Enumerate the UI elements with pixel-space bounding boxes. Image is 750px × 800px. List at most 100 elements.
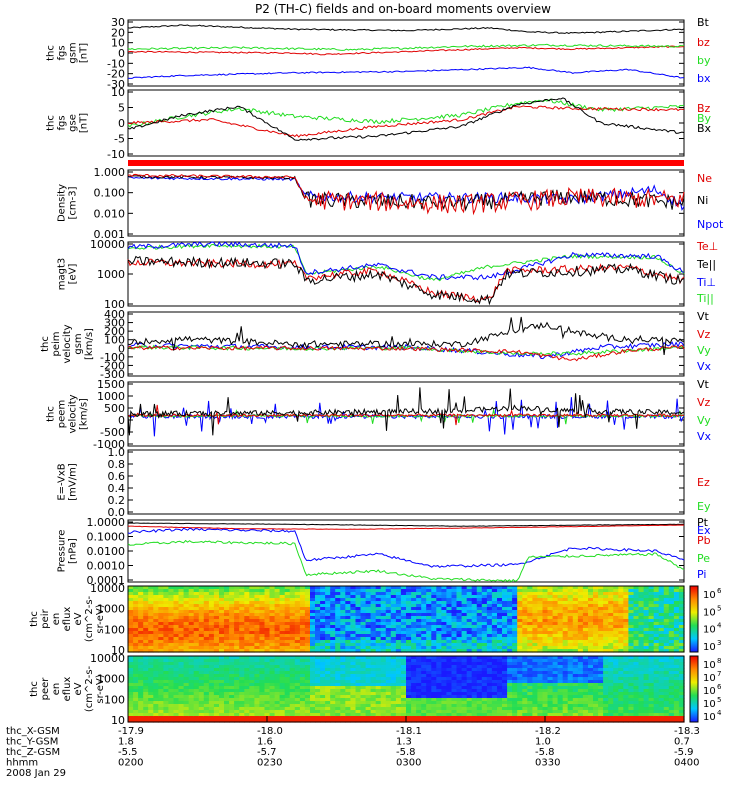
spectrogram-cell [390,707,397,711]
spectrogram-cell [128,613,134,617]
spectrogram-cell [588,677,594,681]
spectrogram-cell [532,616,539,620]
spectrogram-cell [365,595,372,599]
spectrogram-cell [557,604,564,608]
spectrogram-cell [274,665,281,669]
spectrogram-cell [143,692,149,696]
spectrogram-cell [390,601,397,605]
spectrogram-cell [380,625,387,629]
spectrogram-cell [325,698,331,702]
spectrogram-cell [431,586,437,590]
spectrogram-cell [517,665,523,669]
spectrogram-cell [335,616,341,620]
spectrogram-cell [365,680,372,684]
spectrogram-cell [456,665,463,669]
spectrogram-cell [582,686,589,690]
spectrogram-cell [588,604,594,608]
spectrogram-cell [481,604,488,608]
panel-frame [127,169,685,237]
spectrogram-cell [588,698,594,702]
spectrogram-cell [527,604,533,608]
spectrogram-cell [128,601,134,605]
spectrogram-cell [390,656,397,660]
spectrogram-cell [446,610,453,614]
spectrogram-cell [608,662,614,666]
spectrogram-cell [390,680,397,684]
spectrogram-cell [244,671,250,675]
spectrogram-cell [203,662,210,666]
spectrogram-cell [335,643,341,647]
spectrogram-cell [441,704,448,708]
spectrogram-cell [259,619,266,623]
spectrogram-cell [249,695,255,699]
spectrogram-cell [208,628,215,632]
spectrogram-cell [365,704,372,708]
spectrogram-cell [562,637,569,641]
spectrogram-cell [173,683,180,687]
spectrogram-cell [593,683,599,687]
spectrogram-cell [330,637,336,641]
spectrogram-cell [613,719,619,723]
spectrogram-cell [163,616,170,620]
spectrogram-cell [461,662,468,666]
spectrogram-cell [582,616,589,620]
spectrogram-cell [451,622,458,626]
spectrogram-cell [643,619,650,623]
spectrogram-cell [203,601,210,605]
spectrogram-cell [365,710,372,714]
spectrogram-cell [395,592,402,596]
spectrogram-cell [289,592,296,596]
spectrogram-cell [153,610,159,614]
spectrogram-cell [294,586,301,590]
spectrogram-cell [532,665,539,669]
spectrogram-cell [502,610,508,614]
spectrogram-cell [203,631,210,635]
spectrogram-cell [330,659,336,663]
spectrogram-cell [572,680,579,684]
spectrogram-cell [224,610,230,614]
spectrogram-cell [193,719,200,723]
spectrogram-cell [653,595,660,599]
spectrogram-cell [330,707,336,711]
spectrogram-cell [572,713,579,717]
spectrogram-cell [345,610,351,614]
spectrogram-cell [315,622,321,626]
spectrogram-cell [299,619,306,623]
spectrogram-cell [279,695,286,699]
spectrogram-cell [476,619,483,623]
spectrogram-cell [547,622,554,626]
spectrogram-cell [572,665,579,669]
spectrogram-cell [517,692,523,696]
spectrogram-cell [390,695,397,699]
spectrogram-cell [431,701,437,705]
spectrogram-cell [219,692,225,696]
spectrogram-cell [148,601,154,605]
spectrogram-cell [426,646,432,650]
spectrogram-cell [350,637,357,641]
spectrogram-cell [284,646,291,650]
spectrogram-cell [643,628,650,632]
spectrogram-cell [133,598,139,602]
spectrogram-cell [400,671,407,675]
spectrogram-cell [588,637,594,641]
spectrogram-cell [294,610,301,614]
spectrogram-cell [193,598,200,602]
spectrogram-cell [512,671,518,675]
spectrogram-cell [345,692,351,696]
spectrogram-cell [173,713,180,717]
spectrogram-cell [678,637,685,641]
spectrogram-cell [143,604,149,608]
spectrogram-cell [577,671,584,675]
spectrogram-cell [507,637,513,641]
spectrogram-cell [411,674,417,678]
spectrogram-cell [203,622,210,626]
spectrogram-cell [456,622,463,626]
spectrogram-cell [623,631,629,635]
spectrogram-cell [522,695,528,699]
spectrogram-cell [163,701,170,705]
spectrogram-cell [451,674,458,678]
spectrogram-cell [315,716,321,720]
spectrogram-cell [421,640,427,644]
spectrogram-cell [188,610,195,614]
spectrogram-cell [390,710,397,714]
